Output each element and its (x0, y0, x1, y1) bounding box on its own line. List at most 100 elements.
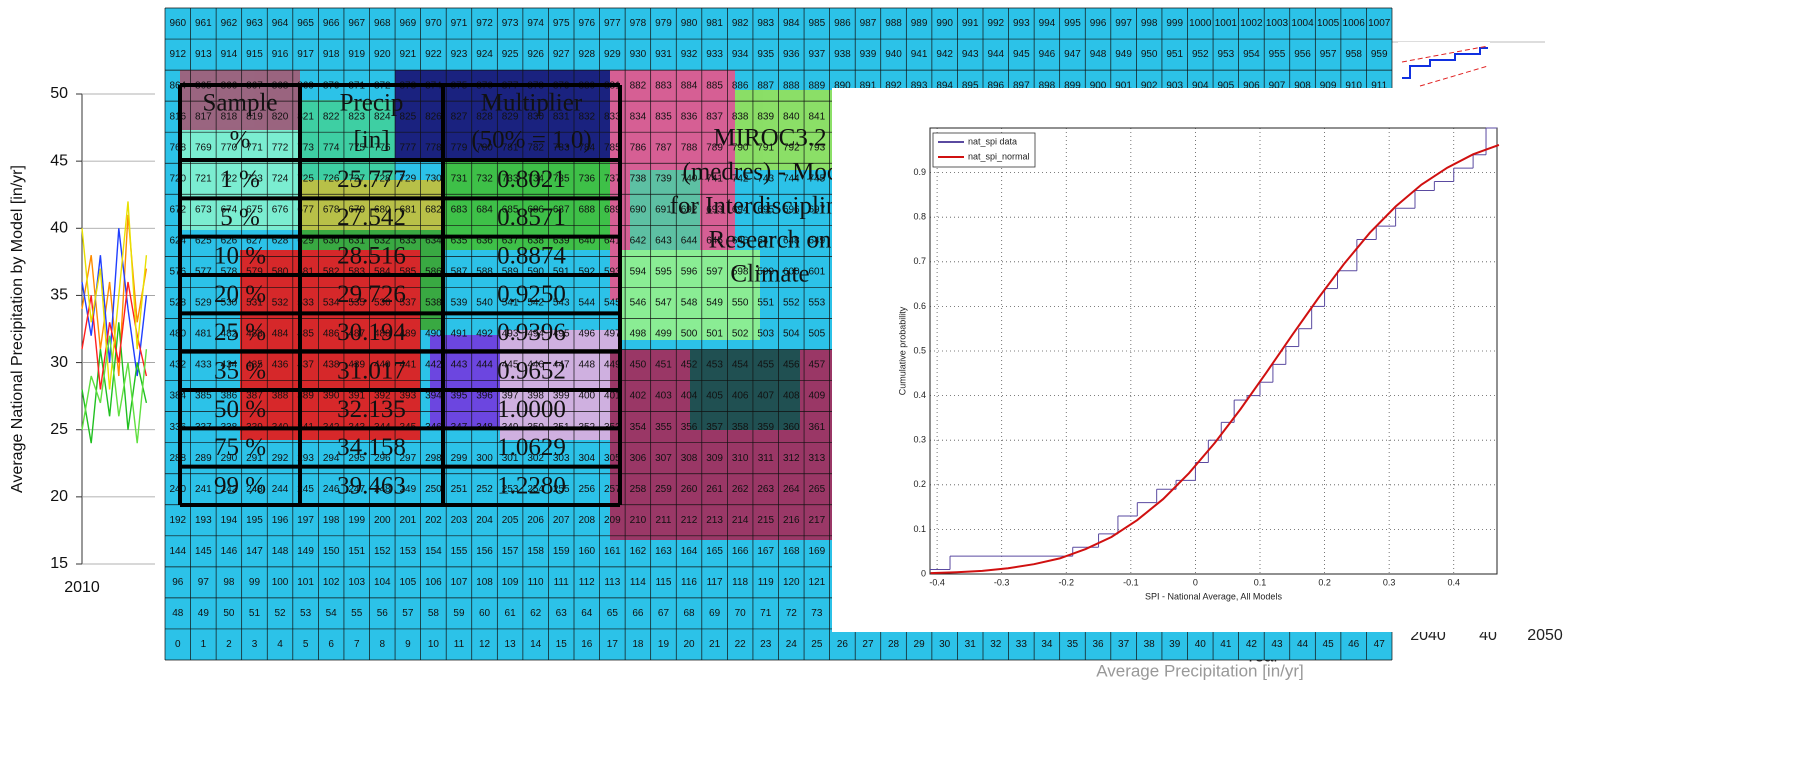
cell-label: 980 (681, 18, 698, 29)
cell-label: 682 (425, 204, 442, 215)
cell-label: 67 (658, 608, 670, 619)
x-axis-label: SPI - National Average, All Models (1145, 591, 1282, 601)
cell-label: 304 (578, 453, 595, 464)
cell-label: 739 (655, 173, 672, 184)
cell-label: 396 (476, 391, 493, 402)
cell-label: 965 (297, 18, 314, 29)
cell-label: 816 (169, 111, 186, 122)
cell-label: 110 (528, 577, 544, 588)
background-y-label: Average Precipitation [in/yr] (1096, 661, 1304, 680)
cell-label: 52 (274, 608, 286, 619)
table-cell: 28.516 (337, 242, 406, 269)
cell-label: 63 (556, 608, 568, 619)
cell-label: 251 (451, 484, 468, 495)
cell-label: 400 (578, 391, 595, 402)
cell-label: 20 (683, 639, 695, 650)
cell-label: 157 (502, 546, 519, 557)
table-cell: 1.2280 (497, 472, 566, 499)
cell-label: 13 (505, 639, 517, 650)
y-tick-label: 0.8 (913, 212, 926, 222)
cell-label: 914 (221, 49, 238, 60)
cell-label: 945 (1013, 49, 1030, 60)
table-cell: 10 % (214, 242, 266, 269)
cell-label: 955 (1269, 49, 1286, 60)
x-tick-label: -0.4 (929, 577, 945, 587)
cell-label: 987 (860, 18, 877, 29)
table-cell: 34.158 (337, 434, 406, 461)
cell-label: 403 (655, 391, 672, 402)
cell-label: 932 (681, 49, 698, 60)
y-tick-label: 40 (50, 220, 68, 237)
cell-label: 165 (706, 546, 723, 557)
cell-label: 38 (1144, 639, 1156, 650)
cell-label: 153 (400, 546, 417, 557)
cell-label: 1001 (1215, 18, 1238, 29)
cell-label: 49 (198, 608, 210, 619)
cell-label: 155 (451, 546, 468, 557)
cell-label: 115 (655, 577, 671, 588)
cell-label: 532 (272, 298, 289, 309)
title-line: MIROC3.2 (713, 125, 826, 152)
cell-label: 205 (502, 515, 519, 526)
cell-label: 997 (1115, 18, 1132, 29)
cell-label: 944 (987, 49, 1004, 60)
cell-label: 202 (425, 515, 442, 526)
cell-label: 201 (400, 515, 417, 526)
cell-label: 451 (655, 360, 672, 371)
y-tick-label: 0.7 (913, 256, 926, 266)
y-axis-label: Average National Precipitation by Model … (9, 165, 26, 493)
cell-label: 547 (655, 298, 672, 309)
cell-label: 990 (936, 18, 953, 29)
cell-label: 147 (246, 546, 263, 557)
cell-label: 195 (246, 515, 263, 526)
x-tick-label: 2010 (64, 579, 100, 596)
cell-label: 12 (479, 639, 491, 650)
cell-label: 976 (578, 18, 595, 29)
cell-label: 954 (1243, 49, 1260, 60)
cell-label: 107 (451, 577, 468, 588)
cell-label: 260 (681, 484, 698, 495)
cell-label: 402 (630, 391, 647, 402)
y-tick-label: 0.6 (913, 301, 926, 311)
cell-label: 453 (706, 360, 723, 371)
cell-label: 481 (195, 329, 212, 340)
cell-label: 884 (681, 80, 698, 91)
cell-label: 960 (169, 18, 186, 29)
cell-label: 14 (530, 639, 542, 650)
cell-label: 448 (578, 360, 595, 371)
cell-label: 642 (630, 235, 647, 246)
cell-label: 258 (630, 484, 647, 495)
cell-label: 676 (272, 204, 289, 215)
cell-label: 934 (732, 49, 749, 60)
cell-label: 928 (578, 49, 595, 60)
table-header: (50% = 1.0) (471, 127, 591, 154)
cell-label: 21 (709, 639, 721, 650)
cell-label: 549 (706, 298, 723, 309)
cell-label: 385 (195, 391, 212, 402)
cell-label: 484 (272, 329, 289, 340)
cell-label: 307 (655, 453, 672, 464)
cell-label: 444 (476, 360, 493, 371)
cell-label: 788 (681, 142, 698, 153)
cell-label: 941 (911, 49, 928, 60)
table-cell: 0.9250 (497, 281, 566, 308)
table-cell: 25.777 (337, 166, 406, 193)
cell-label: 57 (402, 608, 414, 619)
cell-label: 913 (195, 49, 212, 60)
cell-label: 936 (783, 49, 800, 60)
cell-label: 29 (914, 639, 926, 650)
cell-label: 100 (272, 577, 289, 588)
cell-label: 16 (581, 639, 593, 650)
cell-label: 942 (936, 49, 953, 60)
table-header: Sample (203, 90, 278, 117)
cell-label: 1002 (1240, 18, 1263, 29)
cell-label: 161 (604, 546, 621, 557)
table-cell: 39.463 (337, 472, 406, 499)
cell-label: 772 (272, 142, 289, 153)
cell-label: 357 (706, 422, 723, 433)
cell-label: 145 (195, 546, 212, 557)
table-cell: 99 % (214, 472, 266, 499)
cell-label: 738 (630, 173, 647, 184)
cell-label: 104 (374, 577, 391, 588)
cell-label: 492 (476, 329, 493, 340)
